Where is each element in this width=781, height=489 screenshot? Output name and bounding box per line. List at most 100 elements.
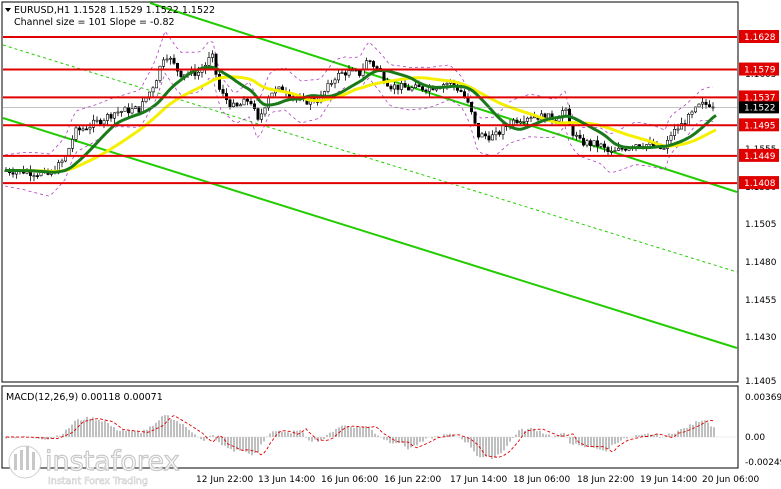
candle (399, 78, 403, 94)
macd-title: MACD(12,26,9) 0.00118 0.00071 (6, 392, 163, 403)
macd-bar (191, 432, 193, 437)
instaforex-logo: instaforex Instant Forex Trading (8, 445, 180, 487)
logo-bar-icon (32, 452, 35, 470)
macd-bar (674, 433, 676, 437)
candle (221, 84, 225, 97)
macd-bar (620, 437, 622, 441)
macd-bar (239, 437, 241, 451)
macd-bar (320, 437, 322, 441)
main-chart-frame (1, 1, 739, 383)
macd-bar (569, 437, 571, 444)
macd-bar (158, 420, 160, 437)
macd-bar (317, 437, 319, 442)
macd-bar (80, 420, 82, 437)
level-label-box (739, 62, 779, 76)
candle (410, 85, 414, 92)
macd-bar (644, 434, 646, 437)
macd-bar (38, 437, 40, 439)
macd-bar (230, 437, 232, 450)
candle (669, 131, 673, 144)
macd-bar (311, 437, 313, 442)
macd-bar (419, 437, 421, 442)
candle (32, 172, 36, 182)
time-label: 17 Jun 14:00 (450, 475, 507, 485)
candle (155, 79, 159, 89)
candle (606, 145, 610, 157)
macd-bar (518, 430, 520, 437)
macd-bar (527, 428, 529, 437)
candle (232, 99, 236, 108)
macd-bar (638, 435, 640, 437)
macd-bar (74, 420, 76, 437)
candle (473, 111, 477, 126)
macd-bar (509, 437, 511, 442)
macd-bar (362, 427, 364, 437)
candle (326, 79, 330, 94)
macd-bar (65, 429, 67, 437)
macd-bar (677, 430, 679, 437)
macd-bar (155, 422, 157, 437)
time-label: 16 Jun 22:00 (384, 475, 441, 485)
bollinger-bands (4, 30, 714, 197)
candle (515, 117, 519, 126)
macd-bar (377, 435, 379, 437)
macd-bar (164, 415, 166, 437)
macd-bar (143, 429, 145, 437)
level-label: 1.1449 (744, 152, 776, 162)
candle (158, 65, 162, 83)
macd-bar (125, 430, 127, 437)
collapse-triangle-icon[interactable] (5, 8, 11, 12)
macd-bar (326, 434, 328, 437)
candle (102, 118, 106, 129)
macd-bar (653, 434, 655, 437)
macd-bar (545, 434, 547, 437)
macd-bar (233, 437, 235, 452)
macd-bar (299, 430, 301, 437)
candle (172, 54, 176, 65)
candle (109, 112, 113, 122)
time-label: 16 Jun 06:00 (321, 475, 378, 485)
logo-circle-icon (8, 445, 42, 479)
macd-bar (242, 437, 244, 451)
macd-bar (425, 437, 427, 439)
macd-bar (344, 425, 346, 437)
macd-bar (443, 434, 445, 437)
macd-bar (539, 430, 541, 437)
macd-bar (557, 435, 559, 437)
macd-bar (254, 437, 256, 453)
macd-bar (398, 437, 400, 443)
macd-bar (683, 428, 685, 437)
current-price-label: 1.1522 (744, 103, 776, 113)
candle (564, 107, 568, 116)
price-tick: 1.1430 (745, 333, 777, 343)
macd-bar (83, 420, 85, 437)
macd-bar (434, 436, 436, 437)
macd-bar (524, 430, 526, 437)
candle (518, 118, 522, 125)
macd-bar (584, 437, 586, 448)
macd-bar (521, 428, 523, 437)
macd-bar (392, 437, 394, 444)
macd-bar (113, 427, 115, 437)
candle (686, 112, 690, 126)
time-label: 18 Jun 06:00 (513, 475, 570, 485)
macd-bar (263, 437, 265, 442)
macd-bar (122, 430, 124, 437)
macd-bar (14, 437, 16, 439)
macd-bar (422, 437, 424, 442)
candle (707, 100, 711, 108)
macd-bar (506, 437, 508, 446)
candle (368, 59, 372, 65)
macd-bar (116, 430, 118, 437)
candle (406, 83, 410, 91)
macd-bar (623, 437, 625, 439)
macd-bar (692, 424, 694, 437)
macd-bar (248, 437, 250, 454)
macd-bar (476, 437, 478, 457)
logo-bar-icon (14, 454, 17, 470)
macd-bar (284, 431, 286, 437)
candle (697, 103, 701, 108)
macd-bar (86, 416, 88, 437)
time-axis: 12 Jun 22:00 13 Jun 14:00 16 Jun 06:00 1… (196, 475, 759, 485)
